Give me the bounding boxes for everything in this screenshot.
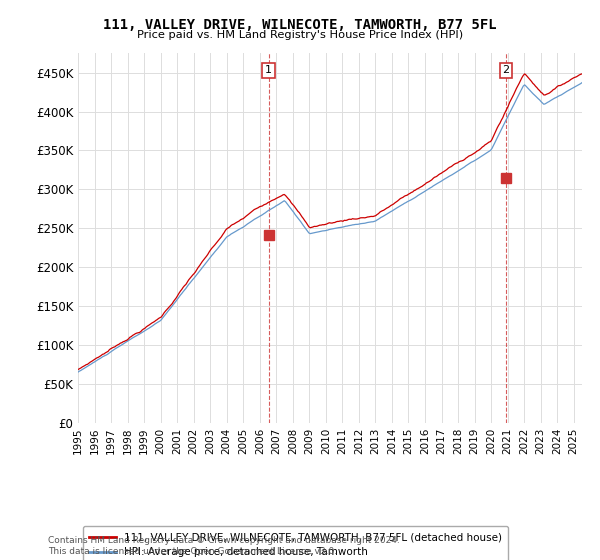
Legend: 111, VALLEY DRIVE, WILNECOTE, TAMWORTH, B77 5FL (detached house), HPI: Average p: 111, VALLEY DRIVE, WILNECOTE, TAMWORTH, … [83, 526, 508, 560]
Text: 111, VALLEY DRIVE, WILNECOTE, TAMWORTH, B77 5FL: 111, VALLEY DRIVE, WILNECOTE, TAMWORTH, … [103, 18, 497, 32]
Text: Price paid vs. HM Land Registry's House Price Index (HPI): Price paid vs. HM Land Registry's House … [137, 30, 463, 40]
Text: Contains HM Land Registry data © Crown copyright and database right 2024.
This d: Contains HM Land Registry data © Crown c… [48, 536, 400, 556]
Text: 2: 2 [502, 66, 509, 75]
Text: 1: 1 [265, 66, 272, 75]
